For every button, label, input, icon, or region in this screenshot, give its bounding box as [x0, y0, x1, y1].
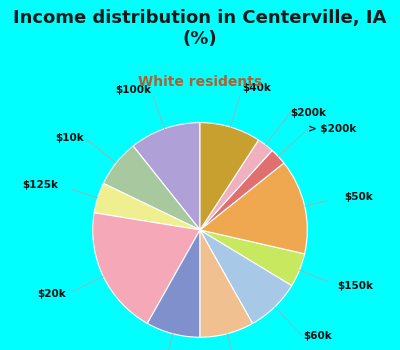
Wedge shape	[94, 183, 200, 230]
Wedge shape	[200, 230, 253, 337]
Wedge shape	[200, 230, 305, 286]
Text: $20k: $20k	[38, 289, 66, 299]
Text: $40k: $40k	[242, 83, 271, 93]
Wedge shape	[103, 146, 200, 230]
Wedge shape	[200, 150, 284, 230]
Text: Income distribution in Centerville, IA
(%): Income distribution in Centerville, IA (…	[13, 9, 387, 48]
Text: $150k: $150k	[337, 281, 373, 290]
Wedge shape	[147, 230, 200, 337]
Text: $100k: $100k	[115, 85, 151, 95]
Wedge shape	[133, 122, 200, 230]
Text: > $200k: > $200k	[308, 124, 356, 134]
Wedge shape	[200, 163, 307, 254]
Wedge shape	[93, 213, 200, 323]
Wedge shape	[200, 122, 258, 230]
Wedge shape	[200, 230, 292, 323]
Text: White residents: White residents	[138, 75, 262, 89]
Text: $125k: $125k	[23, 181, 59, 190]
Text: $10k: $10k	[55, 133, 84, 142]
Wedge shape	[200, 140, 272, 230]
Text: $60k: $60k	[303, 331, 332, 341]
Text: $200k: $200k	[290, 107, 326, 118]
Text: $50k: $50k	[344, 192, 373, 202]
